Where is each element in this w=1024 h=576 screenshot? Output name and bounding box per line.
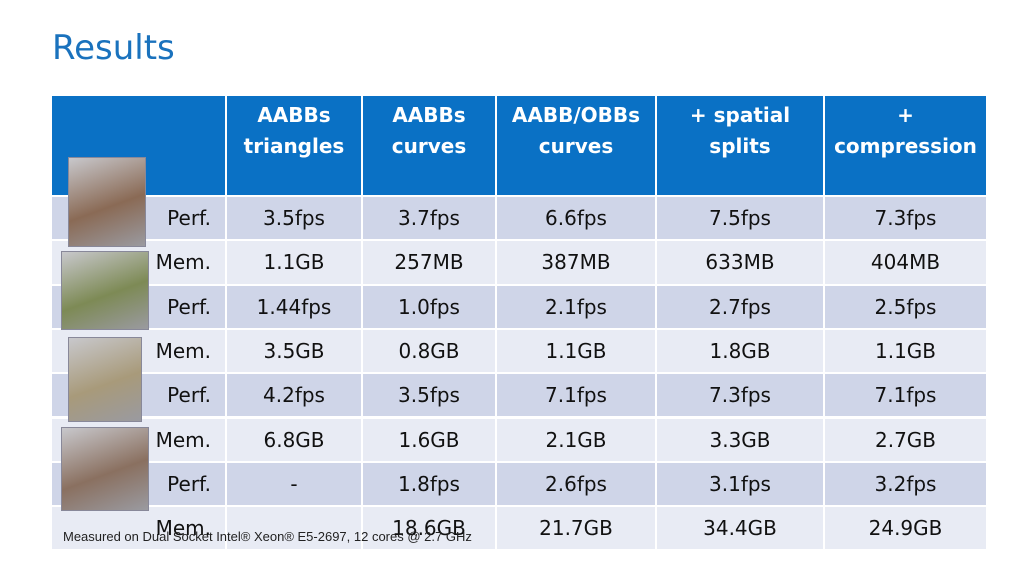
slide-title: Results [52,28,175,68]
table-cell: 1.8fps [363,462,497,508]
model-thumbnail [61,251,149,330]
column-header: + compression [825,96,988,197]
table-cell: 2.6fps [497,462,657,508]
table-cell: 387MB [497,241,657,286]
table-cell: 2.7fps [657,285,825,330]
table-cell: 3.1fps [657,462,825,508]
model-thumbnail [61,427,149,511]
table-cell: 633MB [657,241,825,286]
model-thumbnail [68,337,142,422]
table-cell: 3.5GB [227,329,363,375]
table-cell: 1.1GB [825,329,988,375]
table-cell: 7.1fps [825,374,988,419]
table-cell: 3.5fps [363,374,497,419]
table-cell: 4.2fps [227,374,363,419]
table-cell: 3.7fps [363,197,497,242]
table-cell: 6.6fps [497,197,657,242]
column-header: + spatial splits [657,96,825,197]
table-cell: 7.3fps [825,197,988,242]
table-cell: 2.7GB [825,418,988,463]
column-header: AABBs triangles [227,96,363,197]
table-cell: 7.5fps [657,197,825,242]
row-label: Mem. [52,507,227,552]
table-cell: 2.1GB [497,418,657,463]
table-cell: 1.1GB [497,329,657,375]
table-cell: 3.2fps [825,462,988,508]
table-cell: 6.8GB [227,418,363,463]
model-thumbnail [68,157,146,247]
table-cell: 1.8GB [657,329,825,375]
table-cell: 34.4GB [657,507,825,552]
table-cell: 1.0fps [363,285,497,330]
table-cell: 257MB [363,241,497,286]
table-cell: 24.9GB [825,507,988,552]
table-cell: 2.5fps [825,285,988,330]
footnote: Measured on Dual Socket Intel® Xeon® E5-… [63,529,472,544]
table-cell: 2.1fps [497,285,657,330]
table-cell [227,507,363,552]
table-cell: 1.6GB [363,418,497,463]
table-cell: 0.8GB [363,329,497,375]
table-cell: 18.6GB [363,507,497,552]
table-cell: 404MB [825,241,988,286]
table-cell: 7.3fps [657,374,825,419]
table-cell: 3.5fps [227,197,363,242]
table-cell: 1.44fps [227,285,363,330]
column-header: AABBs curves [363,96,497,197]
table-cell: 21.7GB [497,507,657,552]
table-cell: 3.3GB [657,418,825,463]
table-cell: - [227,462,363,508]
table-cell: 7.1fps [497,374,657,419]
column-header: AABB/OBBs curves [497,96,657,197]
table-cell: 1.1GB [227,241,363,286]
